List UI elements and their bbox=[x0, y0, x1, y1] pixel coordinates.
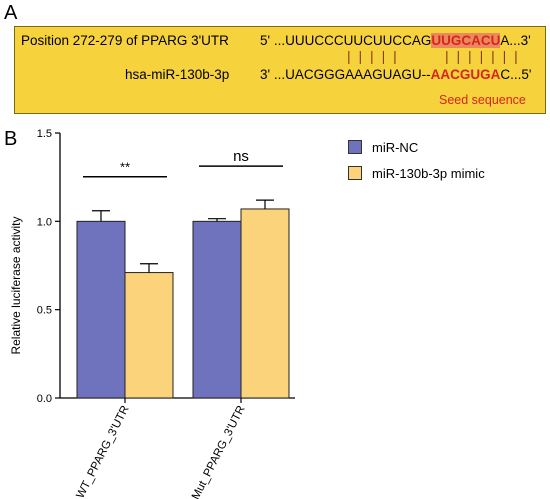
panel-label-a: A bbox=[4, 2, 18, 24]
target-sequence: 5' ...UUUCCCUUCUUCCAGUUGCACUA...3' bbox=[260, 33, 531, 48]
target-prefix: 5' ...UUUCCCUUCUUCCAG bbox=[260, 33, 432, 48]
significance-label-1: ns bbox=[233, 148, 249, 165]
bar-0-0 bbox=[76, 220, 126, 399]
panel-label-b: B bbox=[4, 128, 18, 150]
bar-1-1 bbox=[240, 208, 290, 399]
legend-label-mir-mimic: miR-130b-3p mimic bbox=[372, 166, 485, 181]
mirna-suffix: C...5' bbox=[500, 67, 532, 82]
mirna-seed: AACGUGA bbox=[430, 67, 501, 82]
target-seed: UUGCACU bbox=[431, 33, 501, 48]
y-axis-label: Relative luciferase activity bbox=[9, 216, 23, 354]
x-tick-label-1: Mut_PPARG_3'UTR bbox=[190, 404, 248, 499]
bar-1-0 bbox=[192, 220, 242, 399]
significance-label-0: ** bbox=[120, 160, 130, 175]
y-tick-label-1: 0.5 bbox=[37, 305, 52, 317]
seed-caption: Seed sequence bbox=[439, 93, 526, 107]
target-suffix: A...3' bbox=[500, 33, 531, 48]
mirna-prefix: 3' ...UACGGGAAAGUAGU-- bbox=[260, 67, 431, 82]
x-tick-label-0: WT_PPARG_3'UTR bbox=[75, 404, 132, 499]
target-label: Position 272-279 of PPARG 3'UTR bbox=[21, 33, 229, 48]
sequence-alignment-box: Position 272-279 of PPARG 3'UTR 5' ...UU… bbox=[14, 26, 546, 114]
legend-label-mir-nc: miR-NC bbox=[372, 140, 419, 155]
base-pair-lines-seed: | | | | | | | bbox=[445, 48, 520, 64]
y-tick-label-0: 0.0 bbox=[37, 393, 52, 405]
mirna-sequence: 3' ...UACGGGAAAGUAGU--AACGUGAC...5' bbox=[260, 67, 531, 82]
bar-0-1 bbox=[124, 272, 174, 399]
y-tick-label-3: 1.5 bbox=[37, 128, 52, 140]
base-pair-lines-left: | | | | | bbox=[347, 48, 399, 64]
legend-swatch-mir-nc bbox=[348, 140, 362, 154]
y-tick-label-2: 1.0 bbox=[37, 216, 52, 228]
legend-swatch-mir-mimic bbox=[348, 166, 362, 180]
mirna-label: hsa-miR-130b-3p bbox=[125, 67, 230, 82]
